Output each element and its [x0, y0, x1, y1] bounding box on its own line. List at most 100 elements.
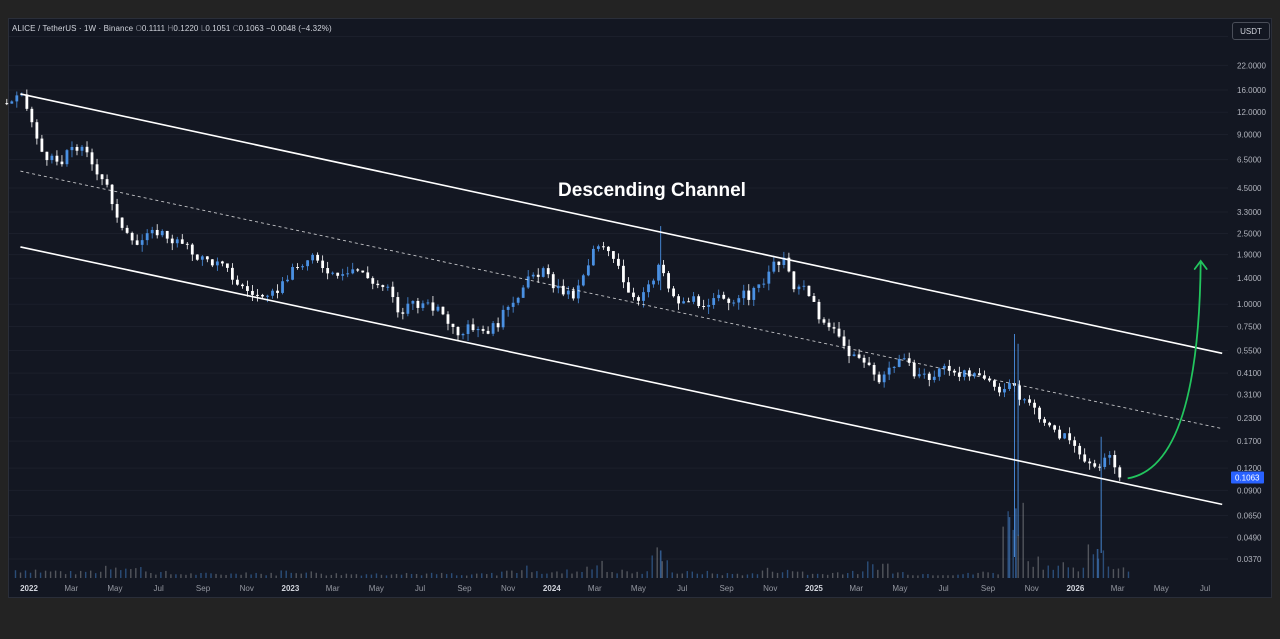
- descending-channel[interactable]: [20, 93, 1223, 506]
- time-axis[interactable]: 2022 Mar May Jul Sep Nov 2023 Mar May Jul Sep Nov 20…: [20, 584, 1210, 593]
- candle-body: [361, 270, 365, 273]
- price-tick-label: 4.5000: [1237, 184, 1262, 193]
- volume-bar: [1067, 567, 1070, 578]
- candle-body: [596, 246, 600, 249]
- volume-bar: [450, 573, 453, 578]
- candle-body: [787, 257, 791, 272]
- candle-body: [195, 254, 199, 260]
- volume-bar: [54, 570, 57, 578]
- symbol-name[interactable]: ALICE / TetherUS · 1W · Binance: [12, 24, 134, 33]
- volume-bar: [170, 574, 172, 578]
- volume-bar: [385, 575, 388, 578]
- candle-body: [416, 300, 420, 308]
- candle-body: [155, 229, 159, 236]
- descending-channel-label[interactable]: Descending Channel: [558, 180, 746, 201]
- candle-body: [200, 256, 204, 260]
- candle-body: [411, 300, 415, 304]
- candle-body: [85, 146, 89, 153]
- candle-body: [917, 374, 921, 377]
- candle-body: [271, 290, 274, 296]
- volume-bar: [100, 571, 102, 578]
- candle-body: [662, 264, 665, 274]
- candle-body: [571, 290, 575, 299]
- candle-body: [556, 285, 560, 289]
- volume-bar: [155, 574, 157, 578]
- candle-body: [251, 290, 254, 295]
- volume-bar: [460, 575, 463, 578]
- candles: [5, 89, 1122, 557]
- volume-bar: [1057, 565, 1059, 578]
- volume-bar: [295, 573, 297, 578]
- time-tick-label: Jul: [415, 584, 425, 593]
- volume-bar: [726, 573, 729, 578]
- volume-bar: [465, 575, 468, 578]
- price-tick-label: 0.2300: [1237, 414, 1262, 423]
- price-tick-label: 0.7500: [1237, 322, 1262, 331]
- volume-bar: [476, 573, 478, 578]
- volume-bar: [395, 574, 398, 578]
- volume-bar: [135, 568, 137, 578]
- candle-body: [165, 230, 169, 239]
- volume-bar: [1117, 568, 1120, 578]
- volume-bar: [496, 575, 498, 578]
- candle-body: [336, 272, 340, 276]
- volume-bar: [501, 571, 503, 578]
- volume-bar: [972, 574, 974, 578]
- grid: [9, 35, 1228, 560]
- candle-body: [727, 298, 731, 303]
- volume-bar: [531, 572, 533, 578]
- volume-bar: [897, 572, 899, 578]
- volume-bar: [731, 574, 734, 578]
- volume-bar: [987, 572, 989, 578]
- candle-body: [657, 264, 660, 281]
- volume-bar: [887, 563, 889, 578]
- candle-body: [356, 269, 360, 271]
- candle-body: [381, 285, 385, 288]
- candle-body: [296, 267, 299, 269]
- volume-bar: [992, 572, 994, 578]
- volume-bar: [982, 571, 984, 578]
- candle-body: [642, 292, 645, 301]
- candle-body: [215, 261, 219, 266]
- volume-bar: [125, 568, 127, 578]
- volume-bar: [591, 569, 593, 578]
- volume-bar: [659, 550, 662, 578]
- candle-body: [205, 256, 209, 260]
- volume-bar: [320, 573, 323, 578]
- volume-bar: [165, 570, 167, 578]
- time-tick-label: May: [107, 584, 122, 593]
- volume-bar: [1107, 566, 1110, 578]
- candle-body: [932, 376, 936, 380]
- volume-bar: [811, 573, 814, 578]
- candle-body: [1088, 461, 1092, 464]
- candle-body: [842, 336, 846, 346]
- volume-bar: [1122, 567, 1125, 578]
- candle-body: [516, 297, 520, 303]
- candle-body: [732, 302, 736, 304]
- candle-body: [962, 370, 966, 377]
- chart-panel[interactable]: [8, 18, 1272, 598]
- currency-button[interactable]: USDT: [1232, 22, 1270, 40]
- candle-body: [1073, 440, 1077, 446]
- candle-body: [376, 283, 380, 286]
- candle-body: [461, 333, 465, 336]
- volume-bar: [44, 570, 47, 578]
- projection-arrow[interactable]: [1127, 259, 1208, 480]
- candle-body: [807, 285, 811, 297]
- price-axis[interactable]: 32.000022.000016.000012.00009.00006.5000…: [1237, 32, 1266, 564]
- candle-body: [35, 122, 39, 139]
- volume-bar: [74, 574, 77, 578]
- volume-bar: [486, 574, 488, 578]
- volume-bar: [862, 571, 864, 578]
- price-tick-label: 0.0900: [1237, 486, 1262, 495]
- volume-bar: [14, 570, 17, 578]
- volume-bar: [425, 573, 428, 578]
- volume-bar: [335, 573, 338, 578]
- low-value: 0.1051: [205, 24, 231, 33]
- candle-body: [907, 358, 911, 363]
- volume-bar: [581, 571, 583, 578]
- candle-body: [160, 230, 164, 236]
- time-tick-label: May: [1154, 584, 1169, 593]
- volume-bar: [130, 569, 132, 578]
